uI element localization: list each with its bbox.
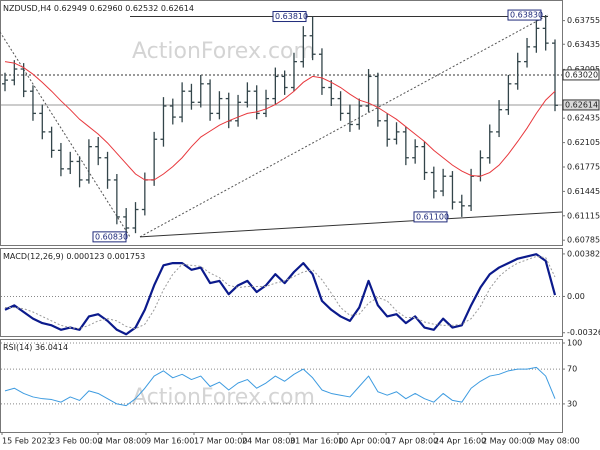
symbol: NZDUSD,H4: [3, 4, 51, 13]
x-tick-label: 17 Apr 08:00: [386, 437, 438, 446]
x-tick-label: 17 Mar 00:00: [194, 437, 247, 446]
y-tick-label: 0.003828: [567, 249, 600, 258]
level-box: [507, 9, 542, 21]
x-tick-label: 2 Mar 08:00: [98, 437, 146, 446]
x-tick-label: 24 Mar 08:00: [242, 437, 295, 446]
y-tick-label: 0.63095: [567, 65, 600, 74]
macd-panel: [0, 248, 563, 337]
x-tick-label: 23 Feb 00:00: [50, 437, 102, 446]
trend-line: [139, 211, 563, 238]
y-tick-label: 30: [567, 399, 577, 408]
high-readout: 0.62960: [90, 4, 123, 13]
y-tick-label: 70: [567, 365, 577, 374]
rsi-title: RSI(14) 36.0414: [3, 343, 68, 352]
x-tick-label: 2 May 00:00: [482, 437, 532, 446]
y-tick-label: 0.62105: [567, 138, 600, 147]
y-tick-label: 100: [567, 339, 582, 348]
y-tick-label: 0.00: [567, 292, 585, 301]
level-box: [413, 211, 448, 223]
y-tick-label: 0.61115: [567, 211, 600, 220]
main-panel: [0, 0, 563, 246]
x-tick-label: 24 Apr 16:00: [434, 437, 486, 446]
open-readout: 0.62949: [54, 4, 87, 13]
main-title: NZDUSD,H4 0.62949 0.62960 0.62532 0.6261…: [3, 4, 194, 13]
x-tick-label: 15 Feb 2023: [2, 437, 52, 446]
rsi-readout: 36.0414: [35, 343, 68, 352]
level-label: 0.63810: [275, 12, 308, 21]
level-box: [92, 231, 127, 243]
low-readout: 0.62532: [125, 4, 158, 13]
y-tick-label: 0.61445: [567, 187, 600, 196]
indicator: RSI(14): [3, 343, 32, 352]
close-readout: 0.62614: [161, 4, 194, 13]
price-tag-label: 0.62614: [565, 100, 598, 109]
price-tag: [562, 69, 600, 81]
price-tag-label: 0.63020: [565, 70, 598, 79]
x-tick-label: 9 Mar 16:00: [146, 437, 194, 446]
y-tick-label: -0.003266: [567, 328, 600, 337]
x-tick-label: 10 Apr 00:00: [338, 437, 390, 446]
y-tick-label: 0.61775: [567, 162, 600, 171]
indicator-line: [4, 253, 557, 336]
price-tag: [562, 99, 600, 111]
y-tick-label: 0.60785: [567, 236, 600, 245]
x-tick-label: 9 May 08:00: [530, 437, 580, 446]
watermark: ActionForex.com: [132, 39, 315, 64]
indicator-line: [4, 366, 556, 407]
watermark: ActionForex.com: [132, 385, 315, 410]
y-tick-label: 0.63755: [567, 16, 600, 25]
y-tick-label: 0.62435: [567, 114, 600, 123]
level-label: 0.61100: [416, 212, 449, 221]
moving-average: [4, 61, 556, 181]
level-label: 0.63830: [510, 11, 543, 20]
indicator: MACD(12,26,9): [3, 252, 64, 261]
level-label: 0.60830: [95, 232, 128, 241]
y-tick-label: 0.63435: [567, 40, 600, 49]
trend-line: [139, 14, 549, 238]
indicator-line: [5, 255, 556, 330]
signal-readout: 0.001753: [107, 252, 145, 261]
rsi-panel: [0, 339, 563, 433]
x-tick-label: 31 Mar 16:00: [290, 437, 343, 446]
level-box: [272, 11, 307, 23]
macd-readout: 0.000123: [66, 252, 104, 261]
macd-title: MACD(12,26,9) 0.000123 0.001753: [3, 252, 145, 261]
